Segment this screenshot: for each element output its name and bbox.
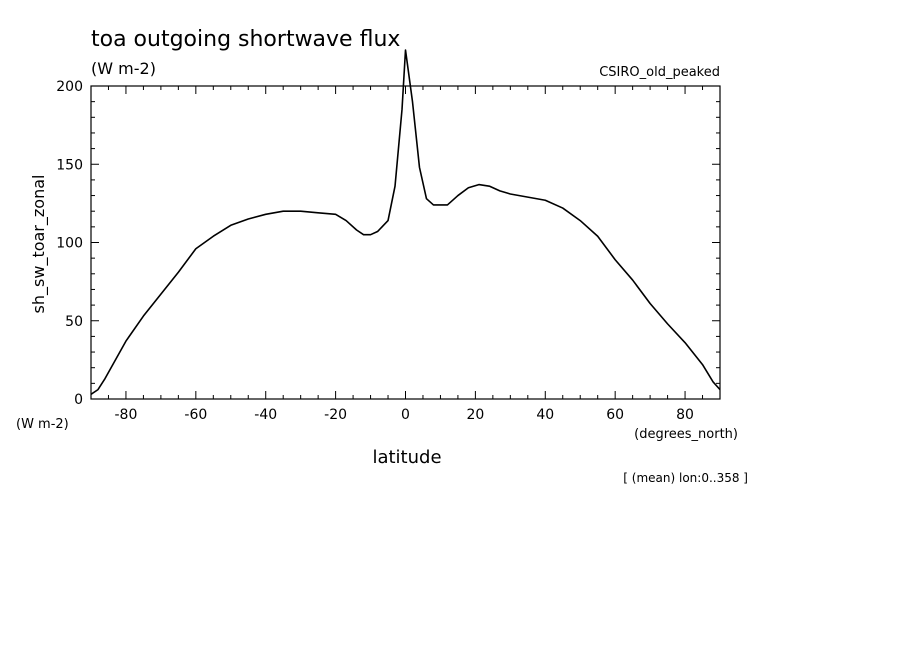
- y-axis-ticks: [91, 85, 720, 400]
- x-axis-label: latitude: [372, 447, 441, 468]
- y-axis-label: sh_sw_toar_zonal: [29, 175, 49, 314]
- footnote: [ (mean) lon:0..358 ]: [623, 471, 748, 485]
- model-label: CSIRO_old_peaked: [599, 65, 720, 80]
- x-tick-label: 20: [466, 407, 484, 423]
- x-axis-ticks: [90, 86, 721, 399]
- x-tick-label: -20: [324, 407, 347, 423]
- chart-title: toa outgoing shortwave flux: [91, 27, 400, 52]
- x-tick-label: -40: [254, 407, 277, 423]
- x-tick-label: -80: [115, 407, 138, 423]
- x-tick-label: 40: [536, 407, 554, 423]
- x-tick-label: 60: [606, 407, 624, 423]
- series-line: [90, 49, 721, 395]
- y-axis-tick-labels: 0 50 100 150 200: [56, 79, 83, 408]
- x-tick-label: 80: [676, 407, 694, 423]
- y-tick-label: 100: [56, 236, 83, 252]
- y-tick-label: 0: [74, 392, 83, 408]
- plot-frame: [90, 85, 721, 400]
- y-tick-label: 150: [56, 157, 83, 173]
- y-tick-label: 50: [65, 314, 83, 330]
- x-tick-label: 0: [401, 407, 410, 423]
- x-axis-units: (degrees_north): [634, 427, 738, 442]
- chart-subtitle: (W m-2): [91, 59, 156, 78]
- x-tick-label: -60: [184, 407, 207, 423]
- x-axis-tick-labels: -80 -60 -40 -20 0 20 40 60 80: [115, 407, 694, 423]
- y-axis-units: (W m-2): [16, 417, 69, 432]
- y-tick-label: 200: [56, 79, 83, 95]
